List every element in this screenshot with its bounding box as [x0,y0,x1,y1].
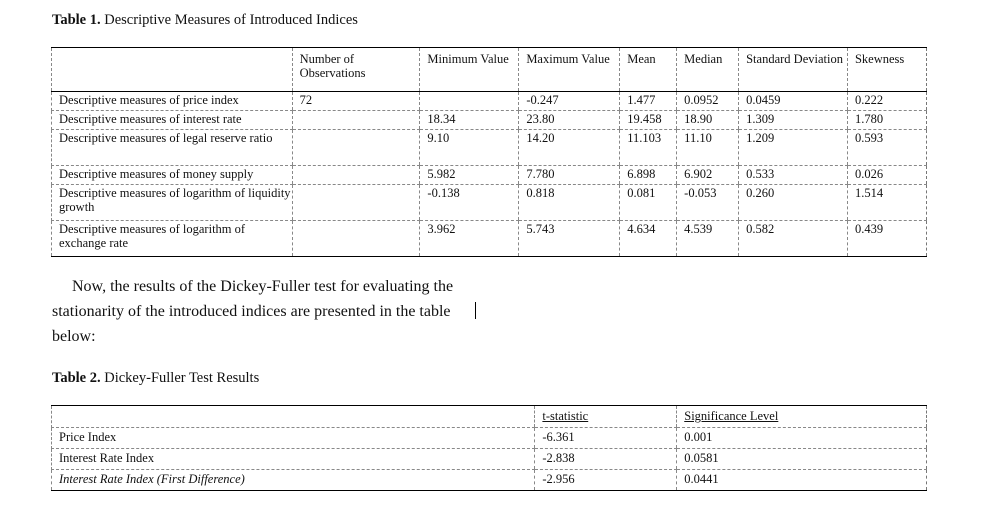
table-row: Descriptive measures of price index 72 -… [51,91,927,111]
text-cursor [475,302,476,319]
table-cell: Descriptive measures of money supply [51,165,293,185]
table-cell: -0.053 [676,184,739,221]
table1-header-cell: Number of Observations [291,47,420,92]
table-cell: 1.309 [738,110,848,130]
table2-caption-label: Table 2. [52,370,101,386]
table1-header-cell [51,47,293,92]
table1-header-cell: Maximum Value [518,47,620,92]
table-cell: Price Index [50,427,535,449]
table-cell: 0.0441 [676,469,927,491]
table-row: Interest Rate Index (First Difference) -… [50,469,927,491]
table-cell: -6.361 [534,427,677,449]
table-cell: 0.582 [738,220,848,257]
table-cell: 14.20 [518,129,620,166]
table-cell: Descriptive measures of interest rate [51,110,293,130]
table-cell: 4.634 [619,220,677,257]
table-cell: 0.0952 [676,91,739,111]
table2-header-cell: t-statistic [534,405,677,428]
table-cell: 0.0459 [738,91,848,111]
table2-header-row: t-statistic Significance Level [50,405,927,428]
table1-caption-text: Descriptive Measures of Introduced Indic… [100,12,358,28]
table1-header-cell: Minimum Value [419,47,519,92]
table-cell: 0.593 [846,129,927,166]
table-cell: 1.780 [846,110,927,130]
table-cell: 1.477 [619,91,677,111]
table-cell: Interest Rate Index (First Difference) [50,469,535,491]
table1-header-cell: Median [676,47,739,92]
table-cell: Interest Rate Index [50,448,535,470]
table-cell: 0.222 [846,91,927,111]
table-row: Interest Rate Index -2.838 0.0581 [50,448,927,470]
table-row: Descriptive measures of money supply 5.9… [51,165,927,185]
table-cell: Descriptive measures of legal reserve ra… [51,129,293,166]
table-cell: 6.902 [676,165,739,185]
table-cell: 72 [291,91,420,111]
table-cell: 11.10 [676,129,739,166]
table1-header-cell: Standard Deviation [738,47,848,92]
table-cell: 5.743 [518,220,620,257]
table-cell: 1.209 [738,129,848,166]
table-cell: 0.439 [846,220,927,257]
table-row: Price Index -6.361 0.001 [50,427,927,449]
table-row: Descriptive measures of logarithm of exc… [51,220,927,257]
table-cell [419,91,519,111]
table-cell: 0.0581 [676,448,927,470]
table-cell [291,220,420,257]
table-cell: 23.80 [518,110,620,130]
table-cell: 7.780 [518,165,620,185]
table1-caption-label: Table 1. [52,12,101,28]
table-row: Descriptive measures of logarithm of liq… [51,184,927,221]
table-cell: 4.539 [676,220,739,257]
dickey-fuller-table: t-statistic Significance Level Price Ind… [50,405,927,491]
descriptive-measures-table: Number of Observations Minimum Value Max… [51,47,927,257]
table-cell [291,165,420,185]
table1-header-cell: Skewness [846,47,927,92]
table-cell: -0.247 [518,91,620,111]
table-cell: Descriptive measures of logarithm of liq… [51,184,293,221]
table2-header-cell: Significance Level [676,405,927,428]
table-cell: 0.001 [676,427,927,449]
table-cell: 0.081 [619,184,677,221]
table-cell: 0.026 [846,165,927,185]
table-cell: -2.838 [534,448,677,470]
table-cell: 19.458 [619,110,677,130]
table-cell: 9.10 [419,129,519,166]
table-cell: Descriptive measures of logarithm of exc… [51,220,293,257]
table-cell: Descriptive measures of price index [51,91,293,111]
table-row: Descriptive measures of legal reserve ra… [51,129,927,166]
table1-header-cell: Mean [619,47,677,92]
table1-caption: Table 1. Descriptive Measures of Introdu… [52,12,358,29]
table-cell [291,184,420,221]
table2-caption-text: Dickey-Fuller Test Results [100,370,260,386]
table-cell: 5.982 [419,165,519,185]
table2-caption: Table 2. Dickey-Fuller Test Results [52,370,259,387]
table-cell: -2.956 [534,469,677,491]
table-cell: 18.90 [676,110,739,130]
table-cell: 0.533 [738,165,848,185]
table-cell: 1.514 [846,184,927,221]
table1-header-row: Number of Observations Minimum Value Max… [51,47,927,92]
table-cell [291,110,420,130]
table-row: Descriptive measures of interest rate 18… [51,110,927,130]
body-paragraph[interactable]: Now, the results of the Dickey-Fuller te… [52,274,492,349]
table-cell: -0.138 [419,184,519,221]
table-cell: 0.818 [518,184,620,221]
table-cell: 18.34 [419,110,519,130]
table-cell [291,129,420,166]
table-cell: 11.103 [619,129,677,166]
table2-header-cell [50,405,535,428]
table-cell: 6.898 [619,165,677,185]
paragraph-text: Now, the results of the Dickey-Fuller te… [52,278,454,345]
table-cell: 0.260 [738,184,848,221]
table-cell: 3.962 [419,220,519,257]
